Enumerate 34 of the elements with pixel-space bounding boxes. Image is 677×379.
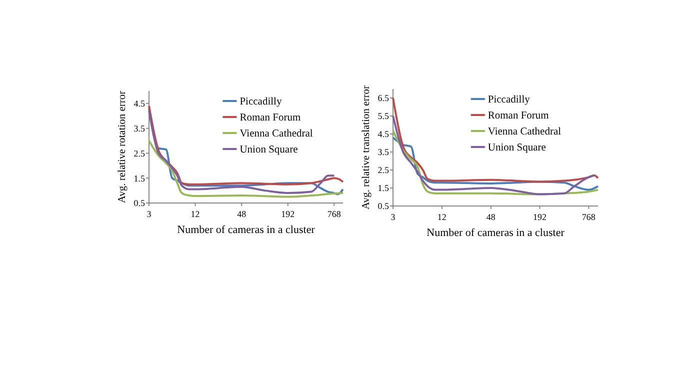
legend-label: Union Square [488, 142, 546, 154]
legend-label: Vienna Cathedral [488, 126, 562, 138]
y-tick-label: 3.5 [134, 123, 146, 134]
x-tick-label: 3 [390, 212, 396, 222]
y-tick-label: 5.5 [378, 111, 390, 122]
y-tick-label: 2.5 [134, 148, 146, 158]
y-tick-label: 0.5 [134, 198, 146, 208]
y-tick-label: 2.5 [378, 165, 390, 176]
y-tick-label: 4.5 [134, 98, 146, 109]
y-tick-label: 3.5 [378, 147, 390, 158]
x-tick-label: 192 [533, 212, 547, 222]
legend-label: Vienna Cathedral [240, 128, 313, 140]
legend-label: Piccadilly [240, 96, 282, 108]
x-tick-label: 48 [237, 209, 247, 219]
y-tick-label: 1.5 [134, 173, 146, 184]
y-tick-label: 1.5 [378, 183, 390, 194]
legend-label: Roman Forum [240, 112, 301, 124]
x-tick-label: 192 [281, 209, 295, 219]
y-tick-label: 0.5 [378, 201, 390, 212]
y-tick-label: 4.5 [378, 129, 390, 140]
y-axis-title: Avg. relative translation error [361, 85, 372, 210]
x-tick-label: 3 [146, 209, 152, 219]
x-tick-label: 48 [486, 212, 496, 222]
y-axis-title: Avg. relative rotation error [117, 90, 128, 204]
x-tick-label: 12 [437, 212, 446, 222]
x-axis-title: Number of cameras in a cluster [426, 227, 565, 239]
x-tick-label: 768 [582, 212, 596, 222]
legend-label: Roman Forum [488, 110, 549, 122]
x-tick-label: 768 [327, 209, 342, 219]
legend-label: Union Square [240, 144, 298, 156]
legend-label: Piccadilly [488, 94, 531, 106]
x-axis-title: Number of cameras in a cluster [177, 224, 316, 236]
x-tick-label: 12 [190, 209, 200, 219]
y-tick-label: 6.5 [378, 93, 390, 104]
